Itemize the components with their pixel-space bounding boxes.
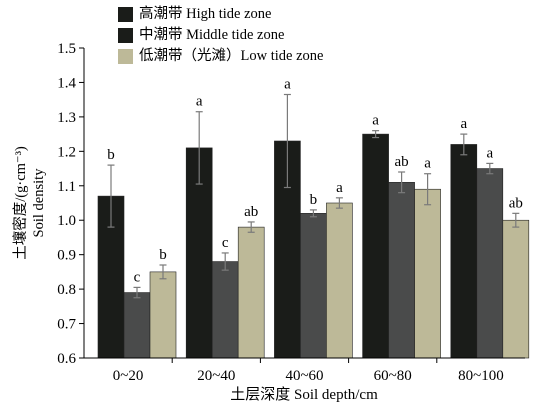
x-tick-label: 80~100 [458,368,504,384]
chart-legend: 高潮带 High tide zone 中潮带 Middle tide zone … [118,4,323,67]
bar [237,226,265,359]
bar [326,202,353,359]
significance-label: c [134,269,141,285]
legend-item-high-tide: 高潮带 High tide zone [118,4,323,25]
x-tick-label: 40~60 [285,368,323,384]
y-tick-label: 0.7 [57,317,76,333]
significance-label: a [460,116,467,132]
y-axis-title-en: Soil density [31,168,47,238]
significance-label: b [159,247,167,263]
bar [123,292,151,359]
y-ticks-layer: 0.6 0.7 0.8 0.9 1.0 1.1 1.2 1.3 1.4 1.5 [57,41,84,367]
legend-swatch-middle-tide [118,28,133,43]
y-tick-label: 0.9 [57,248,76,264]
significance-label: b [107,147,115,163]
legend-label-high-tide: 高潮带 High tide zone [139,6,272,22]
significance-label: a [372,113,379,129]
legend-item-middle-tide: 中潮带 Middle tide zone [118,25,323,46]
significance-label: a [424,156,431,172]
x-ticks-layer: 0~20 20~40 40~60 60~80 80~100 [113,358,504,384]
y-tick-label: 1.2 [57,144,76,160]
x-tick-label: 20~40 [197,368,235,384]
y-tick-label: 0.6 [57,351,76,367]
significance-label: b [310,192,318,208]
bar [388,182,415,359]
y-tick-label: 1.5 [57,41,76,57]
y-tick-label: 1.4 [57,75,76,91]
significance-label: a [336,180,343,196]
significance-label: ab [395,154,409,170]
y-tick-label: 1.0 [57,213,76,229]
bar [502,219,530,359]
bar [414,188,441,359]
significance-label: c [222,235,229,251]
legend-item-low-tide: 低潮带（光滩）Low tide zone [118,46,323,67]
axes-layer [83,48,525,359]
legend-label-low-tide: 低潮带（光滩）Low tide zone [139,48,324,64]
legend-swatch-high-tide [118,7,133,22]
y-tick-label: 0.8 [57,282,76,298]
significance-label: a [486,145,493,161]
bar [450,144,478,359]
legend-label-middle-tide: 中潮带 Middle tide zone [139,27,285,43]
legend-swatch-low-tide [118,49,133,64]
significance-label: ab [509,195,523,211]
significance-label: a [196,94,203,110]
x-tick-label: 0~20 [113,368,144,384]
x-tick-label: 60~80 [374,368,412,384]
y-tick-label: 1.3 [57,110,76,126]
significance-label: ab [244,204,258,220]
bar [300,213,327,359]
bar [476,168,504,359]
bar [211,261,239,359]
x-axis-title: 土层深度 Soil depth/cm [230,386,378,403]
y-axis-title-cn: 土壤密度/(g·cm⁻³) [11,146,29,260]
y-tick-label: 1.1 [57,179,76,195]
bar [149,271,177,359]
bar [362,133,389,359]
significance-label: a [284,77,291,93]
